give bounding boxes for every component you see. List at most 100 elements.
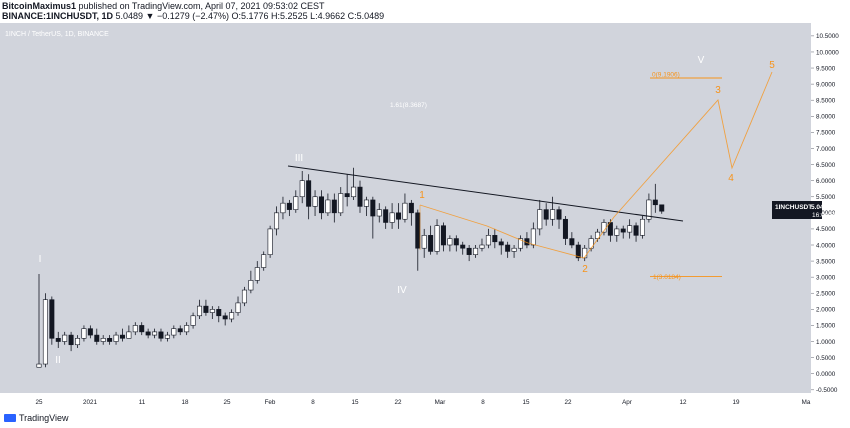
candle-body <box>376 209 382 217</box>
x-tick-label: 22 <box>394 399 402 406</box>
y-tick-label: 7.0000 <box>816 146 836 153</box>
y-tick-label: 2.0000 <box>816 307 836 314</box>
candle-body <box>75 338 81 346</box>
candle-body <box>293 196 299 210</box>
orange-wave-path <box>419 71 773 259</box>
price-tag-symbol: 1INCHUSDT <box>775 204 812 211</box>
candle-body <box>261 254 267 268</box>
candle-body <box>184 325 190 333</box>
fib-label-0: 0(9.1906) <box>652 71 680 78</box>
y-tick-label: 9.5000 <box>816 65 836 72</box>
x-tick-label: Mar <box>435 399 446 406</box>
candle-body <box>171 328 177 336</box>
annotations-group: 0(9.1906)1.61(8.3687)1(3.0184)IIIIIIIVV1… <box>39 55 776 366</box>
y-tick-label: 3.5000 <box>816 258 836 265</box>
candle-body <box>562 218 568 239</box>
tradingview-logo[interactable]: TradingView <box>4 413 69 423</box>
candle-body <box>119 334 125 339</box>
y-tick-label: 10.0000 <box>816 49 839 56</box>
candle-body <box>190 315 196 326</box>
x-tick-label: 25 <box>35 399 43 406</box>
x-tick-label: 22 <box>564 399 572 406</box>
candle-body <box>575 244 581 259</box>
y-tick-label: 7.5000 <box>816 130 836 137</box>
candle-body <box>113 334 119 342</box>
ohlc-values: 5.0489 ▼ −0.1279 (−2.47%) O:5.1776 H:5.2… <box>115 11 385 21</box>
candle-body <box>68 334 74 346</box>
candle-body <box>415 212 421 249</box>
wave-label-orange: 5 <box>769 60 775 71</box>
candle-body <box>440 225 446 246</box>
y-tick-label: 6.0000 <box>816 178 836 185</box>
candle-body <box>152 331 158 336</box>
chart-title: 1INCH / TetherUS, 1D, BINANCE <box>5 31 109 38</box>
candle-body <box>447 238 453 246</box>
candle-body <box>248 280 254 291</box>
candle-body <box>325 199 331 214</box>
candle-body <box>492 235 498 243</box>
symbol-info: BINANCE:1INCHUSDT, 1D 5.0489 ▼ −0.1279 (… <box>2 11 384 21</box>
candle-body <box>274 212 280 230</box>
candle-body <box>408 202 414 214</box>
x-axis-ticks: 25 2021 11 18 25 Feb 8 15 22 Mar 8 15 22 Apr 12 19 Ma <box>35 399 810 406</box>
y-tick-label: 1.0000 <box>816 339 836 346</box>
tradingview-mark-icon <box>4 414 16 422</box>
y-tick-label: 2.5000 <box>816 291 836 298</box>
x-tick-label: 11 <box>139 399 146 406</box>
candle-body <box>473 247 479 255</box>
candle-body <box>485 235 491 246</box>
candle-body <box>595 231 601 239</box>
candle-body <box>87 328 93 336</box>
candle-body <box>646 199 652 220</box>
wave-label-white: I <box>39 254 42 265</box>
candle-body <box>299 180 305 198</box>
publish-info: BitcoinMaximus1 published on TradingView… <box>2 1 325 11</box>
wave-label-white: II <box>55 355 61 366</box>
time-axis[interactable] <box>0 393 811 409</box>
candle-body <box>331 199 337 214</box>
candle-body <box>351 186 357 198</box>
candle-body <box>639 218 645 236</box>
candle-body <box>402 202 408 220</box>
candle-body <box>55 338 61 342</box>
candle-body <box>569 238 575 246</box>
x-tick-label: 12 <box>679 399 687 406</box>
x-tick-label: 25 <box>223 399 231 406</box>
y-tick-label: 0.0000 <box>816 371 836 378</box>
x-tick-label: Feb <box>265 399 276 406</box>
candle-body <box>94 334 100 342</box>
candle-body <box>81 328 87 339</box>
candle-body <box>428 235 434 252</box>
published-text: published on TradingView.com, April 07, … <box>78 1 325 11</box>
price-tag-countdown: 16:06:59 <box>812 212 838 219</box>
x-tick-label: 15 <box>351 399 359 406</box>
fib-label-1: 1(3.0184) <box>653 274 681 281</box>
wave-label-orange: 2 <box>582 264 588 275</box>
candle-body <box>550 209 556 220</box>
candle-body <box>36 363 42 368</box>
candle-body <box>383 209 389 223</box>
wave-label-white: V <box>698 55 705 66</box>
y-tick-label: 0.5000 <box>816 355 836 362</box>
x-tick-label: 18 <box>181 399 189 406</box>
candle-body <box>62 334 68 342</box>
author-name[interactable]: BitcoinMaximus1 <box>2 1 77 11</box>
wave-label-orange: 1 <box>419 190 425 201</box>
candle-body <box>49 299 55 339</box>
candle-body <box>363 199 369 207</box>
trend-line <box>287 165 684 222</box>
candle-body <box>338 193 344 214</box>
candle-body <box>222 315 228 320</box>
candle-body <box>620 228 626 233</box>
y-tick-label: 5.0000 <box>816 210 836 217</box>
candle-body <box>42 299 48 365</box>
candle-body <box>498 241 504 246</box>
candle-body <box>318 196 324 214</box>
candle-body <box>241 289 247 304</box>
wave-label-white: III <box>295 153 303 164</box>
y-tick-label: 8.0000 <box>816 114 836 121</box>
candle-body <box>209 309 215 313</box>
y-tick-label: -0.5000 <box>816 387 838 394</box>
symbol-label: BINANCE:1INCHUSDT, 1D <box>2 11 114 21</box>
candle-body <box>312 196 318 207</box>
